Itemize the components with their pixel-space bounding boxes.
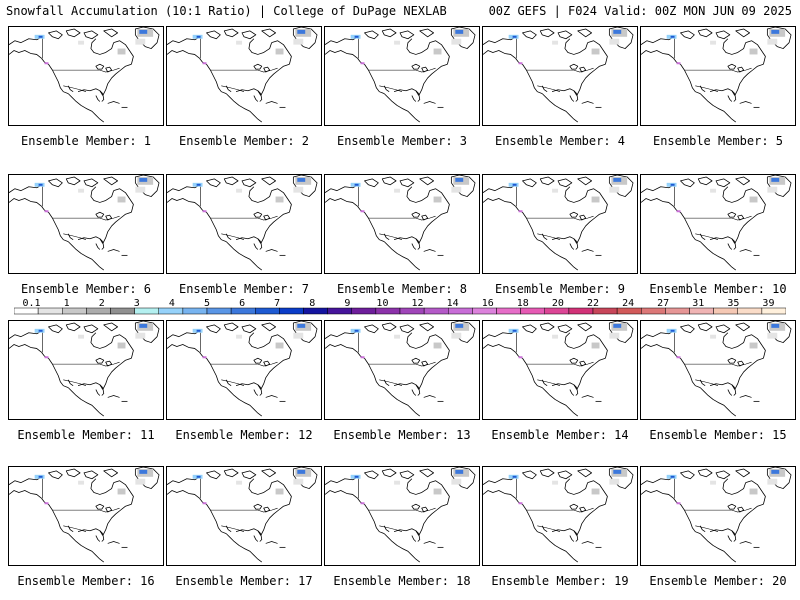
- colorbar-swatch: [737, 307, 763, 315]
- colorbar-tick-label: 6: [239, 298, 245, 309]
- colorbar-tick-label: 20: [552, 298, 564, 309]
- colorbar-swatch: [423, 307, 449, 315]
- ensemble-member-map: [8, 320, 164, 420]
- ensemble-member-map: [166, 466, 322, 566]
- colorbar-tick-label: 1: [64, 298, 70, 309]
- ensemble-member-map: [482, 466, 638, 566]
- colorbar-tick-label: 27: [657, 298, 669, 309]
- ensemble-member-label: Ensemble Member: 9: [494, 282, 626, 296]
- ensemble-member-label: Ensemble Member: 14: [491, 428, 629, 442]
- ensemble-member-label: Ensemble Member: 20: [649, 574, 787, 588]
- colorbar-swatch: [110, 307, 135, 315]
- colorbar-tick-label: 35: [727, 298, 739, 309]
- ensemble-member-label: Ensemble Member: 15: [649, 428, 787, 442]
- ensemble-member-map: [166, 174, 322, 274]
- colorbar-swatch: [37, 307, 63, 315]
- colorbar-tick-label: 9: [344, 298, 350, 309]
- ensemble-member-map: [324, 320, 480, 420]
- ensemble-member-label: Ensemble Member: 3: [336, 134, 468, 148]
- ensemble-member-map: [324, 466, 480, 566]
- colorbar-tick-label: 16: [482, 298, 494, 309]
- ensemble-member-map: [482, 174, 638, 274]
- ensemble-member-label: Ensemble Member: 11: [17, 428, 155, 442]
- ensemble-member-label: Ensemble Member: 2: [178, 134, 310, 148]
- colorbar-tick-label: 31: [692, 298, 704, 309]
- ensemble-member-map: [166, 320, 322, 420]
- ensemble-member-label: Ensemble Member: 16: [17, 574, 155, 588]
- ensemble-member-map: [640, 466, 796, 566]
- colorbar-tick-label: 2: [99, 298, 105, 309]
- colorbar-tick-label: 18: [517, 298, 529, 309]
- colorbar-swatch: [351, 307, 377, 315]
- colorbar-tick-label: 8: [309, 298, 315, 309]
- ensemble-member-map: [324, 26, 480, 126]
- ensemble-member-map: [324, 174, 480, 274]
- colorbar-tick-label: 14: [447, 298, 459, 309]
- ensemble-member-label: Ensemble Member: 5: [652, 134, 784, 148]
- colorbar-tick-label: 3: [134, 298, 140, 309]
- ensemble-member-map: [8, 26, 164, 126]
- ensemble-member-label: Ensemble Member: 19: [491, 574, 629, 588]
- ensemble-member-label: Ensemble Member: 1: [20, 134, 152, 148]
- colorbar-tick-label: 4: [169, 298, 175, 309]
- colorbar-tick-label: 39: [762, 298, 774, 309]
- ensemble-member-label: Ensemble Member: 13: [333, 428, 471, 442]
- ensemble-member-map: [8, 466, 164, 566]
- ensemble-member-label: Ensemble Member: 7: [178, 282, 310, 296]
- run-valid-time: 00Z GEFS | F024 Valid: 00Z MON JUN 09 20…: [488, 4, 792, 18]
- ensemble-member-map: [482, 26, 638, 126]
- ensemble-member-map: [482, 320, 638, 420]
- ensemble-member-map: [8, 174, 164, 274]
- colorbar-swatch: [279, 307, 304, 315]
- colorbar-tick-label: 5: [204, 298, 210, 309]
- colorbar-tick-label: 24: [622, 298, 634, 309]
- colorbar-tick-label: 22: [587, 298, 599, 309]
- ensemble-member-map: [166, 26, 322, 126]
- ensemble-member-label: Ensemble Member: 10: [649, 282, 787, 296]
- colorbar-tick-label: 0.1: [23, 298, 41, 309]
- ensemble-member-label: Ensemble Member: 12: [175, 428, 313, 442]
- snowfall-colorbar: 0.1 1 2 3 4 5 6 7 8 9 10 12 14 16 18 20 22 24 27 31 35 39: [14, 298, 786, 315]
- ensemble-member-map: [640, 26, 796, 126]
- ensemble-member-label: Ensemble Member: 17: [175, 574, 313, 588]
- colorbar-swatch: [761, 307, 786, 315]
- ensemble-member-map: [640, 320, 796, 420]
- ensemble-member-label: Ensemble Member: 8: [336, 282, 468, 296]
- ensemble-member-label: Ensemble Member: 18: [333, 574, 471, 588]
- colorbar-tick-label: 7: [274, 298, 280, 309]
- ensemble-member-map: [640, 174, 796, 274]
- colorbar-swatch: [303, 307, 328, 315]
- colorbar-tick-label: 10: [376, 298, 388, 309]
- colorbar-swatch: [206, 307, 232, 315]
- colorbar-tick-label: 12: [412, 298, 424, 309]
- ensemble-member-label: Ensemble Member: 4: [494, 134, 626, 148]
- map-title: Snowfall Accumulation (10:1 Ratio) | Col…: [6, 4, 447, 18]
- ensemble-member-label: Ensemble Member: 6: [20, 282, 152, 296]
